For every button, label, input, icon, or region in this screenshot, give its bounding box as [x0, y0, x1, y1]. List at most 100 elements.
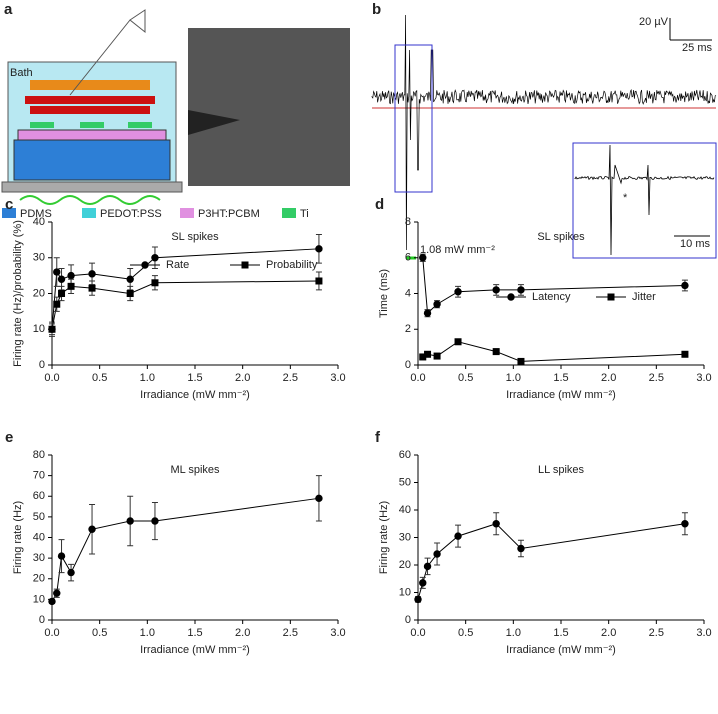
chart-title: LL spikes: [538, 464, 585, 476]
marker: [126, 517, 134, 525]
marker: [517, 357, 525, 365]
x-tick-label: 1.5: [187, 627, 202, 639]
marker: [419, 579, 427, 587]
marker: [492, 520, 500, 528]
x-tick-label: 1.0: [140, 372, 155, 384]
legend-swatch: [282, 208, 296, 218]
y-tick-label: 0: [405, 614, 411, 626]
y-tick-label: 40: [33, 216, 45, 228]
marker: [67, 568, 75, 577]
y-tick-label: 80: [33, 449, 45, 461]
legend-label: Latency: [532, 291, 571, 303]
marker: [67, 282, 75, 290]
y-axis-label: Firing rate (Hz)/probability (%): [12, 220, 24, 367]
marker: [315, 494, 323, 503]
x-tick-label: 2.5: [649, 627, 664, 639]
ti: [128, 122, 152, 128]
legend-label: Rate: [166, 259, 189, 271]
y-tick-label: 2: [405, 323, 411, 335]
asterisk: *: [623, 192, 628, 204]
ti: [80, 122, 104, 128]
panel-label: a: [4, 1, 13, 18]
panel-b: b 20 µV 25 ms 10 ms * 1.08 mW mm⁻²: [371, 1, 717, 260]
ti: [30, 122, 54, 128]
chart-title: SL spikes: [171, 231, 219, 243]
y-axis-label: Firing rate (Hz): [12, 501, 24, 574]
marker: [492, 348, 500, 356]
y-tick-label: 20: [399, 559, 411, 571]
marker: [681, 520, 689, 528]
x-tick-label: 0.5: [92, 627, 107, 639]
marker: [57, 275, 66, 283]
legend-marker: [607, 293, 615, 301]
marker: [419, 254, 427, 262]
legend-label: Jitter: [632, 291, 656, 303]
marker: [48, 325, 56, 333]
y-axis-label: Firing rate (Hz): [378, 501, 390, 574]
marker: [492, 286, 500, 294]
marker: [315, 277, 323, 285]
y-tick-label: 20: [33, 573, 45, 585]
x-axis-label: Irradiance (mW mm⁻²): [506, 644, 616, 656]
marker: [315, 245, 323, 253]
marker: [53, 589, 61, 597]
legend-swatch: [2, 208, 16, 218]
x-tick-label: 0.0: [44, 627, 59, 639]
x-tick-label: 1.0: [506, 372, 521, 384]
x-tick-label: 2.0: [235, 627, 250, 639]
marker: [58, 290, 66, 297]
marker: [454, 338, 462, 346]
x-tick-label: 3.0: [696, 627, 711, 639]
marker: [517, 544, 525, 553]
panel-label: c: [5, 196, 13, 213]
x-tick-label: 2.5: [283, 627, 298, 639]
y-tick-label: 30: [399, 531, 411, 543]
x-tick-label: 0.0: [410, 627, 425, 639]
x-tick-label: 0.5: [458, 372, 473, 384]
marker: [88, 270, 96, 278]
x-tick-label: 2.0: [601, 372, 616, 384]
y-tick-label: 30: [33, 252, 45, 264]
marker: [67, 271, 75, 280]
marker: [53, 300, 61, 308]
x-tick-label: 1.5: [187, 372, 202, 384]
x-tick-label: 3.0: [330, 627, 345, 639]
scale-label: 25 ms: [682, 42, 712, 54]
panel-label: e: [5, 429, 13, 446]
marker: [151, 254, 159, 262]
panel-label: d: [375, 196, 384, 213]
y-tick-label: 0: [405, 359, 411, 371]
y-tick-label: 0: [39, 359, 45, 371]
light: [19, 195, 161, 205]
scale-label: 10 ms: [680, 238, 710, 250]
legend-swatch: [82, 208, 96, 218]
marker: [454, 532, 462, 540]
x-axis-label: Irradiance (mW mm⁻²): [506, 389, 616, 401]
scale-bar: [669, 18, 712, 41]
legend-label: Probability: [266, 259, 318, 271]
marker: [126, 290, 134, 297]
marker: [126, 275, 134, 283]
marker: [88, 284, 96, 292]
marker: [517, 286, 525, 294]
legend-marker: [241, 261, 249, 269]
x-tick-label: 1.5: [553, 372, 568, 384]
legend-label: P3HT:PCBM: [198, 208, 260, 220]
line: [422, 341, 685, 362]
x-tick-label: 2.5: [283, 372, 298, 384]
legend-label: PDMS: [20, 208, 52, 220]
x-tick-label: 2.5: [649, 372, 664, 384]
marker: [454, 288, 462, 296]
x-tick-label: 0.5: [92, 372, 107, 384]
legend-marker: [141, 261, 149, 269]
line: [51, 497, 320, 602]
legend-label: Ti: [300, 208, 309, 220]
x-tick-label: 0.0: [44, 372, 59, 384]
marker: [419, 353, 427, 361]
zoom-box: [394, 44, 433, 193]
x-tick-label: 1.0: [140, 627, 155, 639]
pipette: [69, 9, 146, 96]
inset: [572, 142, 717, 259]
marker: [681, 281, 689, 290]
pipette-shadow: [188, 110, 240, 135]
